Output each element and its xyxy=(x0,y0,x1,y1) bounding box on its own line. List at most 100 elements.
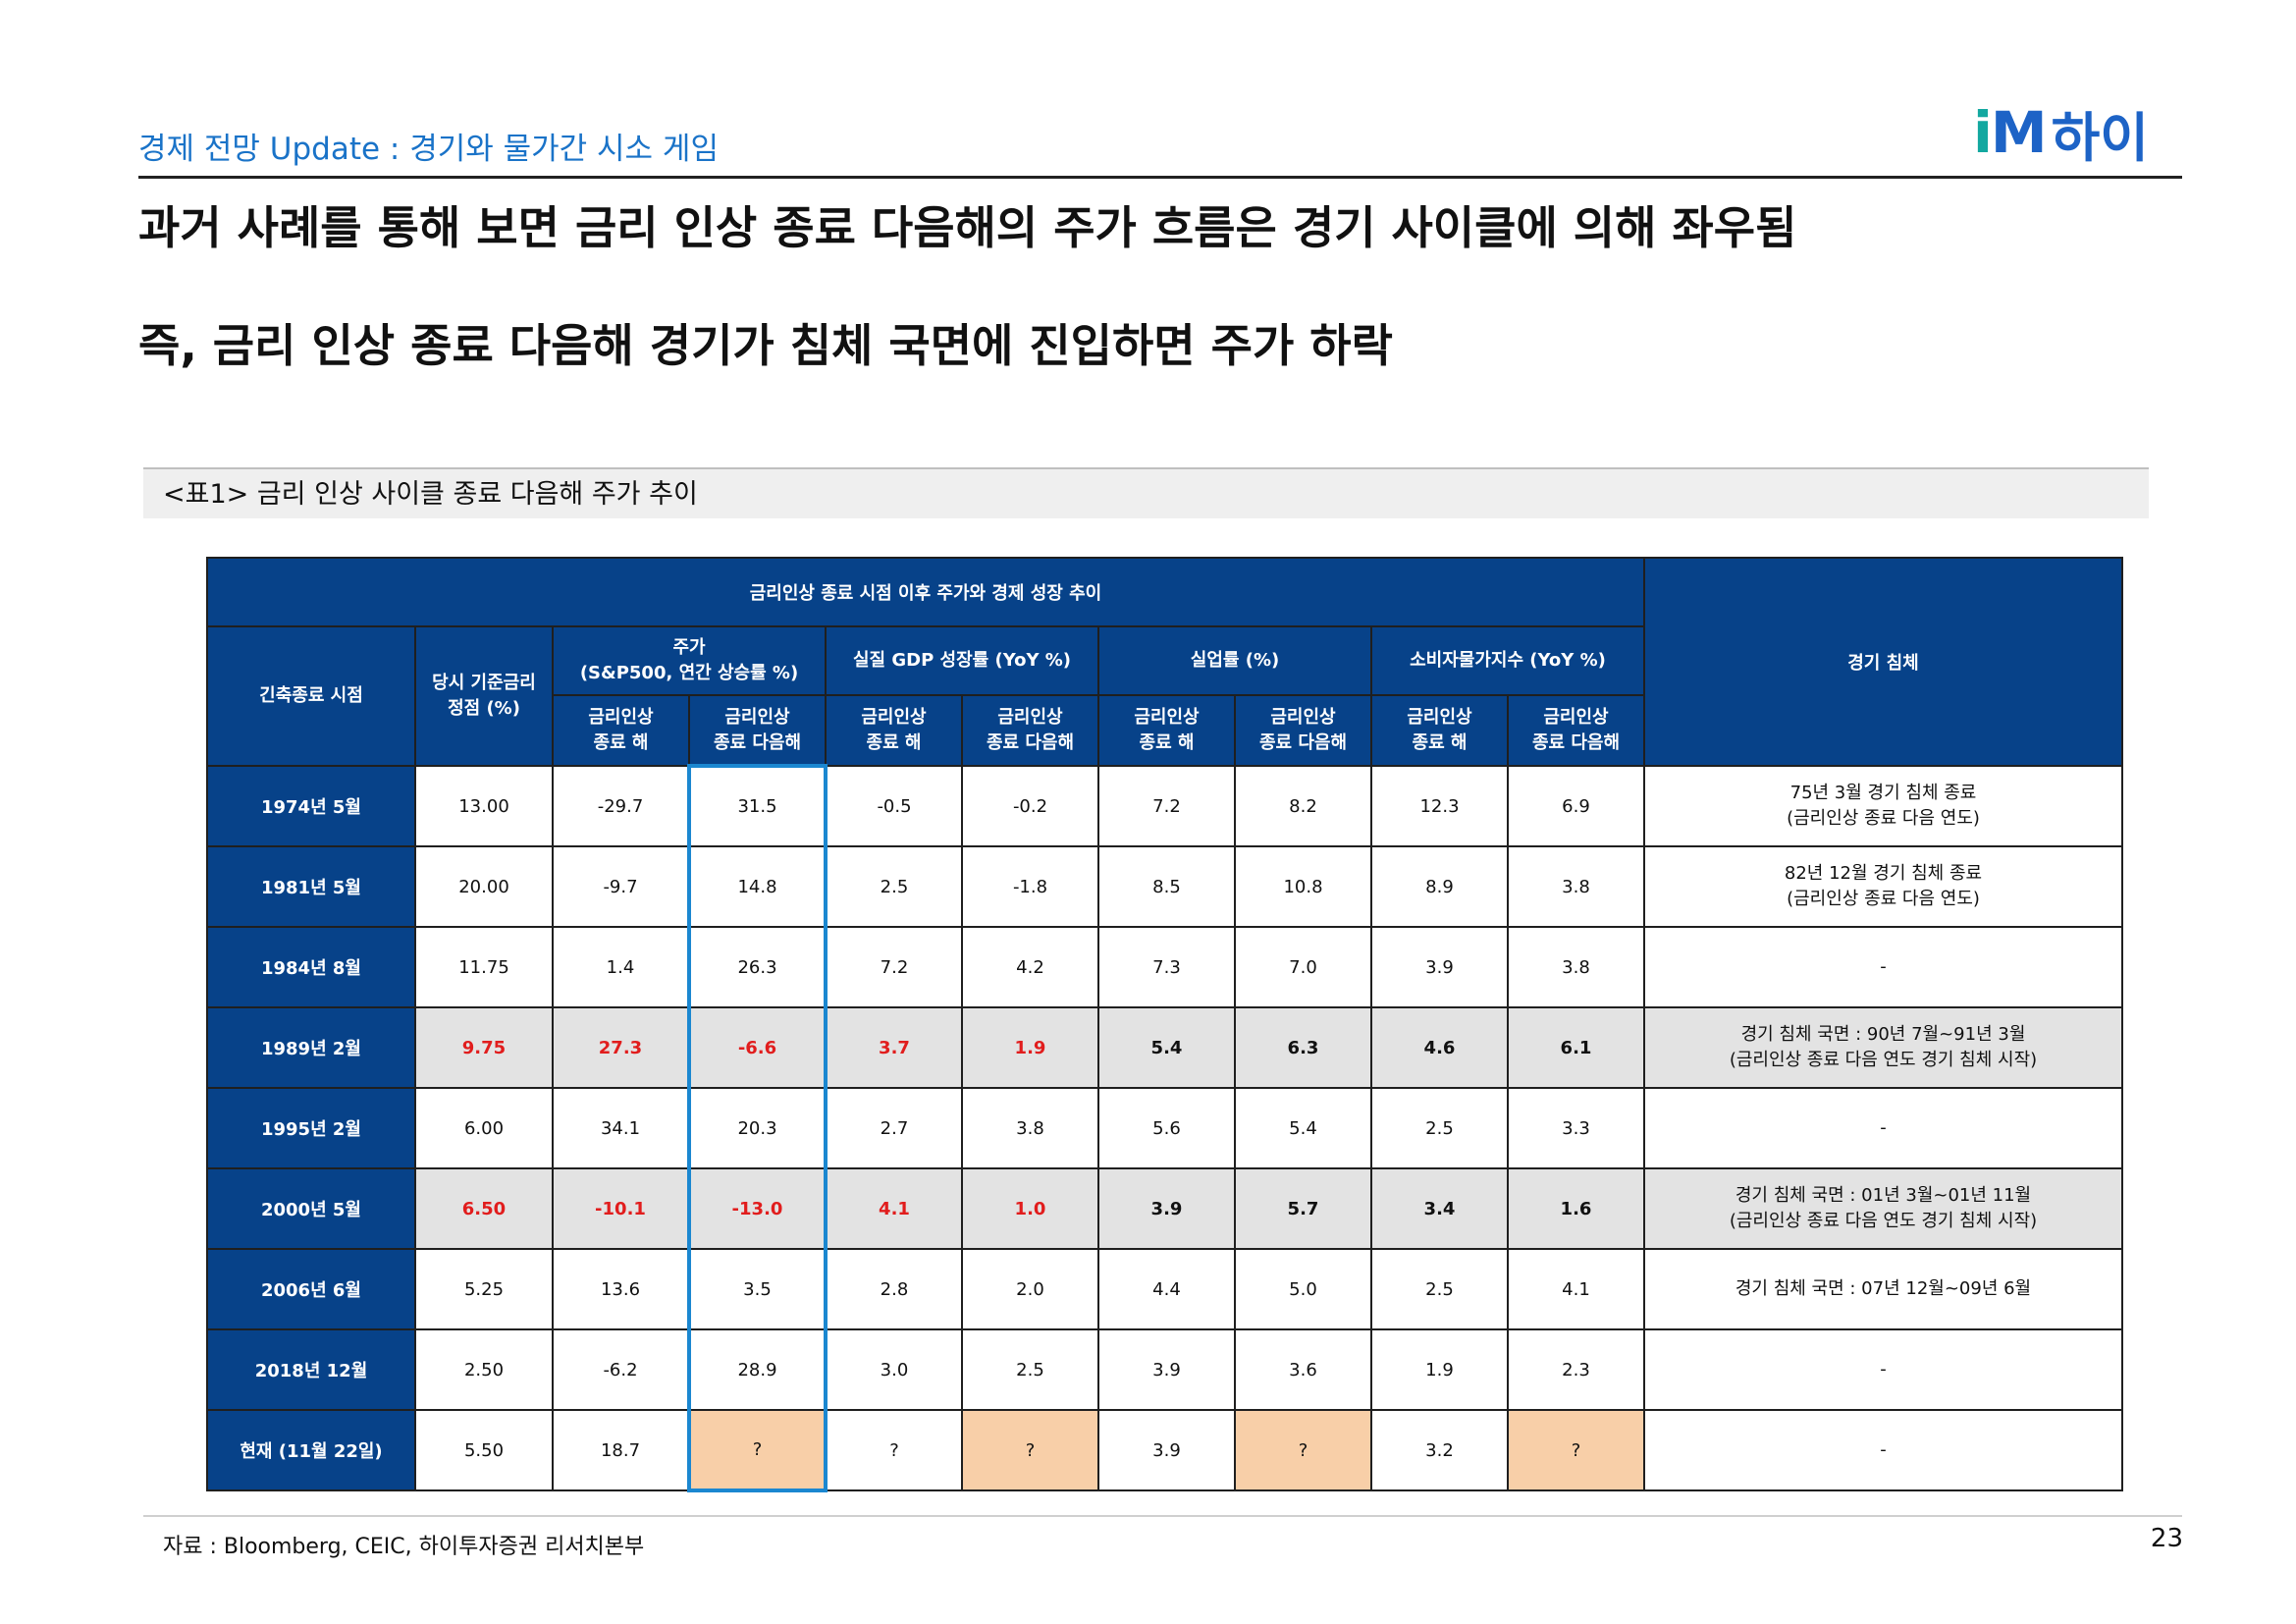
table-row: 1981년 5월 20.00 -9.7 14.8 2.5 -1.8 8.5 10… xyxy=(206,845,2123,928)
cell-unemployment-end: 4.4 xyxy=(1097,1248,1236,1330)
cell-gdp-end: 7.2 xyxy=(825,926,963,1008)
cell-gdp-next: 3.8 xyxy=(961,1087,1099,1169)
cell-cpi-next: 1.6 xyxy=(1507,1167,1645,1250)
cell-gdp-end: ? xyxy=(825,1409,963,1491)
cell-gdp-next: -1.8 xyxy=(961,845,1099,928)
cell-unemployment-end: 8.5 xyxy=(1097,845,1236,928)
source-note: 자료 : Bloomberg, CEIC, 하이투자증권 리서치본부 xyxy=(163,1535,645,1559)
cell-cpi-next: 3.3 xyxy=(1507,1087,1645,1169)
cell-rate: 6.50 xyxy=(414,1167,554,1250)
cell-cpi-end: 8.9 xyxy=(1370,845,1509,928)
cell-gdp-next: 2.5 xyxy=(961,1328,1099,1411)
row-period: 1984년 8월 xyxy=(206,926,416,1008)
cell-recession: - xyxy=(1643,926,2123,1008)
cell-stock-end: -6.2 xyxy=(552,1328,690,1411)
headline-2: 즉, 금리 인상 종료 다음해 경기가 침체 국면에 진입하면 주가 하락 xyxy=(138,319,1393,372)
sub-header-gdp-next: 금리인상 종료 다음해 xyxy=(961,694,1099,767)
row-period: 현재 (11월 22일) xyxy=(206,1409,416,1491)
sub-header-gdp-end: 금리인상 종료 해 xyxy=(825,694,963,767)
section-title: 경제 전망 Update : 경기와 물가간 시소 게임 xyxy=(138,132,719,167)
group-header-stock: 주가 (S&P500, 연간 상승률 %) xyxy=(552,625,827,696)
cell-rate: 9.75 xyxy=(414,1006,554,1089)
cell-gdp-next: 1.9 xyxy=(961,1006,1099,1089)
cell-unemployment-end: 5.4 xyxy=(1097,1006,1236,1089)
cell-stock-next: 31.5 xyxy=(687,764,828,847)
cell-recession: - xyxy=(1643,1328,2123,1411)
table-title: 금리인상 종료 시점 이후 주가와 경제 성장 추이 xyxy=(206,557,1645,627)
cell-recession: - xyxy=(1643,1087,2123,1169)
cell-unemployment-next: 3.6 xyxy=(1234,1328,1372,1411)
page-number: 23 xyxy=(2150,1524,2183,1553)
cell-cpi-next: 4.1 xyxy=(1507,1248,1645,1330)
cell-stock-end: 27.3 xyxy=(552,1006,690,1089)
cell-gdp-end: 2.8 xyxy=(825,1248,963,1330)
rate-hike-table: 금리인상 종료 시점 이후 주가와 경제 성장 추이 경기 침체 긴축종료 시점… xyxy=(206,557,2123,1492)
cell-cpi-next: 2.3 xyxy=(1507,1328,1645,1411)
cell-gdp-next: ? xyxy=(961,1409,1099,1491)
cell-cpi-next: 6.1 xyxy=(1507,1006,1645,1089)
cell-stock-end: -9.7 xyxy=(552,845,690,928)
col-header-rate: 당시 기준금리 정점 (%) xyxy=(414,625,554,767)
cell-unemployment-next: 5.7 xyxy=(1234,1167,1372,1250)
cell-cpi-next: ? xyxy=(1507,1409,1645,1491)
cell-unemployment-next: 5.4 xyxy=(1234,1087,1372,1169)
table-row: 1984년 8월 11.75 1.4 26.3 7.2 4.2 7.3 7.0 … xyxy=(206,926,2123,1008)
cell-gdp-next: -0.2 xyxy=(961,765,1099,847)
row-period: 1981년 5월 xyxy=(206,845,416,928)
cell-rate: 20.00 xyxy=(414,845,554,928)
cell-unemployment-next: 6.3 xyxy=(1234,1006,1372,1089)
cell-stock-next: ? xyxy=(687,1409,828,1492)
cell-rate: 2.50 xyxy=(414,1328,554,1411)
cell-gdp-end: 4.1 xyxy=(825,1167,963,1250)
cell-rate: 11.75 xyxy=(414,926,554,1008)
cell-recession: 75년 3월 경기 침체 종료 (금리인상 종료 다음 연도) xyxy=(1643,765,2123,847)
cell-stock-next: -6.6 xyxy=(687,1006,828,1089)
cell-cpi-end: 2.5 xyxy=(1370,1087,1509,1169)
cell-stock-next: 26.3 xyxy=(687,926,828,1008)
cell-stock-next: 28.9 xyxy=(687,1328,828,1411)
cell-cpi-next: 3.8 xyxy=(1507,845,1645,928)
cell-rate: 5.25 xyxy=(414,1248,554,1330)
row-period: 2018년 12월 xyxy=(206,1328,416,1411)
cell-stock-end: -10.1 xyxy=(552,1167,690,1250)
cell-unemployment-end: 3.9 xyxy=(1097,1167,1236,1250)
cell-recession: 경기 침체 국면 : 90년 7월~91년 3월 (금리인상 종료 다음 연도 경… xyxy=(1643,1006,2123,1089)
table-row: 1974년 5월 13.00 -29.7 31.5 -0.5 -0.2 7.2 … xyxy=(206,764,2123,847)
brand-logo: iM 하이 xyxy=(1973,98,2149,169)
row-period: 1995년 2월 xyxy=(206,1087,416,1169)
cell-cpi-end: 1.9 xyxy=(1370,1328,1509,1411)
cell-unemployment-end: 3.9 xyxy=(1097,1328,1236,1411)
cell-cpi-end: 3.2 xyxy=(1370,1409,1509,1491)
group-header-unemployment: 실업률 (%) xyxy=(1097,625,1372,696)
cell-stock-next: -13.0 xyxy=(687,1167,828,1250)
cell-recession: 82년 12월 경기 침체 종료 (금리인상 종료 다음 연도) xyxy=(1643,845,2123,928)
row-period: 2000년 5월 xyxy=(206,1167,416,1250)
cell-stock-end: 1.4 xyxy=(552,926,690,1008)
cell-unemployment-next: 10.8 xyxy=(1234,845,1372,928)
cell-gdp-next: 4.2 xyxy=(961,926,1099,1008)
table-row: 2018년 12월 2.50 -6.2 28.9 3.0 2.5 3.9 3.6… xyxy=(206,1328,2123,1411)
cell-rate: 5.50 xyxy=(414,1409,554,1491)
cell-stock-next: 20.3 xyxy=(687,1087,828,1169)
table-row: 2006년 6월 5.25 13.6 3.5 2.8 2.0 4.4 5.0 2… xyxy=(206,1248,2123,1330)
cell-gdp-next: 2.0 xyxy=(961,1248,1099,1330)
cell-stock-end: 18.7 xyxy=(552,1409,690,1491)
table-row: 1989년 2월 9.75 27.3 -6.6 3.7 1.9 5.4 6.3 … xyxy=(206,1006,2123,1089)
headline-1: 과거 사례를 통해 보면 금리 인상 종료 다음해의 주가 흐름은 경기 사이클… xyxy=(138,201,1797,254)
cell-cpi-end: 3.4 xyxy=(1370,1167,1509,1250)
cell-stock-next: 14.8 xyxy=(687,845,828,928)
sub-header-unemployment-next: 금리인상 종료 다음해 xyxy=(1234,694,1372,767)
cell-cpi-end: 4.6 xyxy=(1370,1006,1509,1089)
cell-unemployment-next: 8.2 xyxy=(1234,765,1372,847)
col-header-recession: 경기 침체 xyxy=(1643,557,2123,767)
group-header-cpi: 소비자물가지수 (YoY %) xyxy=(1370,625,1645,696)
cell-unemployment-next: 7.0 xyxy=(1234,926,1372,1008)
cell-cpi-next: 6.9 xyxy=(1507,765,1645,847)
logo-text: 하이 xyxy=(2051,106,2149,169)
cell-cpi-next: 3.8 xyxy=(1507,926,1645,1008)
cell-stock-next: 3.5 xyxy=(687,1248,828,1330)
logo-mark: iM xyxy=(1973,99,2048,166)
cell-stock-end: -29.7 xyxy=(552,765,690,847)
cell-unemployment-end: 5.6 xyxy=(1097,1087,1236,1169)
cell-unemployment-end: 7.3 xyxy=(1097,926,1236,1008)
